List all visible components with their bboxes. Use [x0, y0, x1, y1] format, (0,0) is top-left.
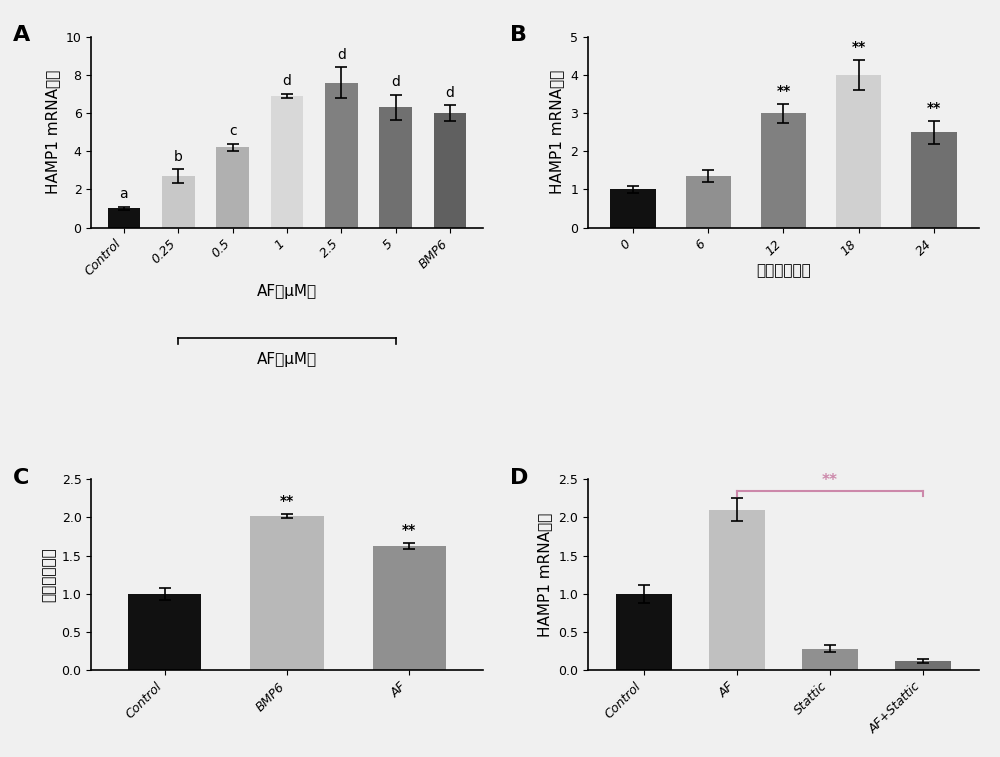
X-axis label: 时间（小时）: 时间（小时） — [756, 263, 811, 279]
Bar — [709, 509, 765, 670]
Text: c: c — [229, 124, 236, 138]
Bar — [616, 593, 672, 670]
Text: **: ** — [822, 472, 838, 488]
Bar — [686, 176, 731, 228]
Bar — [802, 649, 858, 670]
Y-axis label: 荧光素酶活性: 荧光素酶活性 — [41, 547, 56, 602]
Text: a: a — [120, 187, 128, 201]
Bar — [325, 83, 358, 228]
Text: **: ** — [402, 523, 416, 537]
Bar — [271, 96, 303, 228]
Text: AF（μM）: AF（μM） — [257, 351, 317, 366]
Text: **: ** — [280, 494, 294, 508]
Text: b: b — [174, 150, 183, 164]
Y-axis label: HAMP1 mRNA水平: HAMP1 mRNA水平 — [550, 70, 565, 195]
Bar — [128, 593, 201, 670]
Text: **: ** — [776, 84, 791, 98]
Text: **: ** — [852, 40, 866, 54]
Y-axis label: HAMP1 mRNA水平: HAMP1 mRNA水平 — [45, 70, 60, 195]
Text: A: A — [13, 25, 30, 45]
Text: d: d — [283, 74, 291, 89]
Text: B: B — [510, 25, 527, 45]
Bar — [108, 208, 140, 228]
Y-axis label: HAMP1 mRNA水平: HAMP1 mRNA水平 — [538, 512, 553, 637]
Text: d: d — [391, 75, 400, 89]
Text: C: C — [13, 468, 29, 488]
Text: **: ** — [927, 101, 941, 115]
X-axis label: AF（μM）: AF（μM） — [257, 284, 317, 299]
Text: d: d — [446, 86, 454, 100]
Bar — [610, 189, 656, 228]
Text: d: d — [337, 48, 346, 61]
Bar — [379, 107, 412, 228]
Bar — [895, 661, 951, 670]
Bar — [250, 516, 324, 670]
Bar — [162, 176, 195, 228]
Bar — [434, 113, 466, 228]
Bar — [761, 113, 806, 228]
Bar — [836, 75, 881, 228]
Bar — [911, 132, 957, 228]
Text: D: D — [510, 468, 528, 488]
Bar — [373, 546, 446, 670]
Bar — [216, 148, 249, 228]
